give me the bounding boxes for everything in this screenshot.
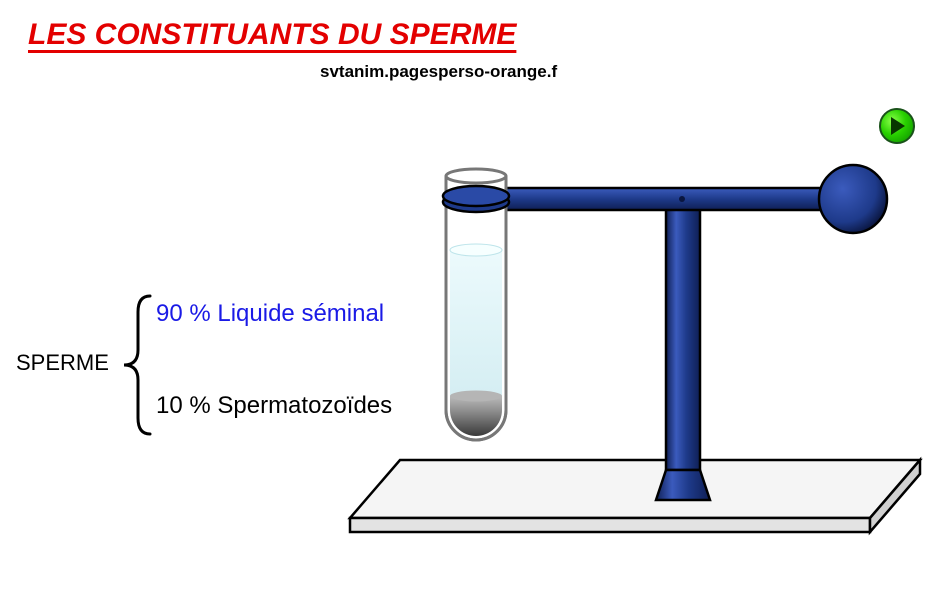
play-button[interactable] <box>879 108 915 144</box>
stand-pole <box>656 190 710 500</box>
bracket-icon <box>116 290 154 440</box>
play-icon <box>891 117 907 135</box>
page-title: LES CONSTITUANTS DU SPERME <box>28 18 516 52</box>
seminal-liquid-fill <box>450 250 502 396</box>
apparatus-diagram <box>330 160 930 580</box>
base-plate <box>350 460 920 532</box>
source-url-text: svtanim.pagesperso-orange.f <box>320 62 557 82</box>
test-tube <box>443 169 509 440</box>
label-sperme: SPERME <box>16 350 109 376</box>
tube-clamp-band <box>443 186 509 212</box>
clamp-knob <box>819 165 887 233</box>
